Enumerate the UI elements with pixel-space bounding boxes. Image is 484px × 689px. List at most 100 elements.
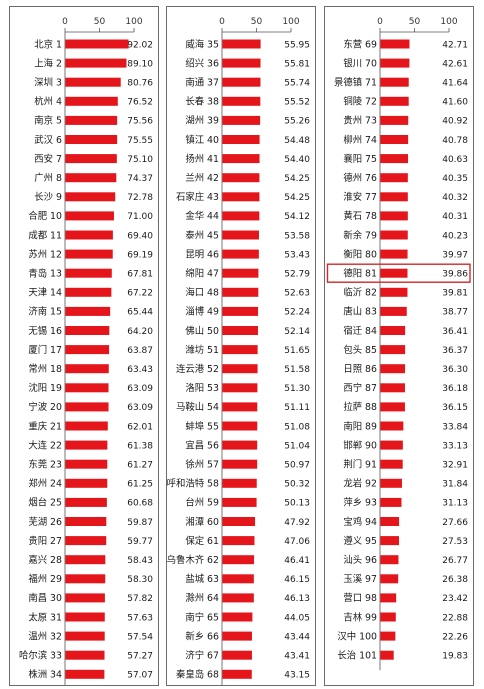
value-label: 27.53 <box>442 537 468 547</box>
value-label: 39.81 <box>442 289 468 299</box>
bar <box>222 326 258 335</box>
bar-chart-2: 0 50 100 威海 35 55.95 绍兴 36 55.81 南通 37 55.74 长春 3… <box>167 17 310 685</box>
bar <box>65 631 105 641</box>
chart-panel-2: 0 50 100 威海 35 55.95 绍兴 36 55.81 南通 37 55.74 长春 3… <box>166 6 316 686</box>
bar <box>222 306 259 316</box>
bar <box>222 459 258 469</box>
bar <box>380 230 408 240</box>
bar <box>65 517 107 526</box>
value-label: 52.79 <box>284 270 310 280</box>
category-label: 济南 15 <box>28 306 62 318</box>
bar <box>65 593 105 603</box>
value-label: 33.84 <box>442 422 468 432</box>
bar <box>65 287 112 297</box>
value-label: 23.42 <box>442 594 468 604</box>
value-label: 53.58 <box>284 231 310 241</box>
value-label: 53.43 <box>284 250 310 260</box>
bar <box>65 306 111 316</box>
bar <box>65 39 129 49</box>
value-label: 26.77 <box>442 556 468 566</box>
value-label: 40.23 <box>442 231 468 241</box>
bar <box>380 459 403 469</box>
category-label: 日照 86 <box>343 364 377 375</box>
value-label: 52.14 <box>284 327 310 337</box>
value-label: 57.63 <box>127 613 153 623</box>
category-label: 南昌 30 <box>28 592 62 604</box>
value-label: 57.27 <box>127 652 153 662</box>
category-label: 洛阳 53 <box>185 382 219 394</box>
value-label: 41.60 <box>442 98 468 108</box>
tick-label-2: 100 <box>440 17 457 27</box>
value-label: 80.76 <box>127 79 153 89</box>
bar <box>65 612 105 622</box>
category-label: 长春 38 <box>185 96 219 108</box>
category-label: 德州 76 <box>343 172 377 184</box>
value-label: 40.35 <box>442 174 468 184</box>
bar <box>222 77 261 87</box>
value-label: 36.41 <box>442 327 468 337</box>
category-label: 石家庄 43 <box>176 191 219 203</box>
category-label: 贵州 73 <box>343 115 377 127</box>
category-label: 兰州 42 <box>185 172 219 184</box>
value-label: 69.40 <box>127 231 153 241</box>
bar <box>380 517 400 526</box>
category-label: 绍兴 36 <box>185 57 219 69</box>
bar <box>222 364 258 374</box>
category-label: 南宁 65 <box>185 611 219 623</box>
bar <box>65 192 116 202</box>
category-label: 南通 37 <box>185 77 219 89</box>
bar <box>222 173 260 183</box>
category-label: 唐山 83 <box>343 306 377 318</box>
bar <box>222 96 261 106</box>
bar <box>222 536 255 546</box>
bar <box>65 135 118 144</box>
value-label: 40.32 <box>442 193 468 203</box>
value-label: 54.25 <box>284 193 310 203</box>
category-label: 宁波 20 <box>28 401 62 413</box>
category-label: 西安 7 <box>34 153 62 165</box>
value-label: 71.00 <box>127 212 153 222</box>
bar <box>222 58 261 68</box>
category-label: 青岛 13 <box>28 268 62 280</box>
bar <box>380 612 396 622</box>
value-label: 65.44 <box>127 308 153 318</box>
category-label: 金华 44 <box>185 210 219 222</box>
value-label: 51.11 <box>284 403 310 413</box>
category-label: 威海 35 <box>185 38 219 50</box>
category-label: 宜昌 56 <box>185 439 219 451</box>
category-label: 吉林 99 <box>343 611 377 623</box>
category-label: 连云港 52 <box>176 363 219 375</box>
bar <box>380 440 403 450</box>
tick-label-2: 100 <box>125 17 142 27</box>
category-label: 成都 11 <box>28 229 62 241</box>
value-label: 33.13 <box>442 441 468 451</box>
value-label: 54.48 <box>284 136 310 146</box>
value-label: 55.52 <box>284 98 310 108</box>
bar <box>222 497 257 507</box>
category-label: 烟台 25 <box>28 497 62 509</box>
bar <box>65 58 127 68</box>
category-label: 邯郸 90 <box>343 439 377 451</box>
bar-chart-3: 0 50 100 东营 69 42.71 银川 70 42.61 景德镇 71 41.64 铜陵 … <box>326 17 471 671</box>
category-label: 汕头 96 <box>343 555 377 566</box>
category-label: 西宁 87 <box>343 382 377 394</box>
bar <box>65 173 117 183</box>
value-label: 58.43 <box>127 556 153 566</box>
bar <box>380 402 405 412</box>
value-label: 55.95 <box>284 40 310 50</box>
bar <box>65 536 107 546</box>
category-label: 长治 101 <box>337 650 377 662</box>
category-label: 沈阳 19 <box>28 382 62 394</box>
category-label: 新余 79 <box>343 229 377 241</box>
category-label: 秦皇岛 68 <box>176 669 219 681</box>
category-label: 武汉 6 <box>34 134 62 146</box>
category-label: 重庆 21 <box>28 420 62 432</box>
category-label: 衡阳 80 <box>343 248 377 260</box>
category-label: 营口 98 <box>343 592 377 604</box>
value-label: 60.68 <box>127 499 153 509</box>
bar <box>380 135 409 144</box>
category-label: 马鞍山 54 <box>176 401 219 413</box>
value-label: 36.30 <box>442 365 468 375</box>
value-label: 55.74 <box>284 79 310 89</box>
value-label: 67.22 <box>127 289 153 299</box>
